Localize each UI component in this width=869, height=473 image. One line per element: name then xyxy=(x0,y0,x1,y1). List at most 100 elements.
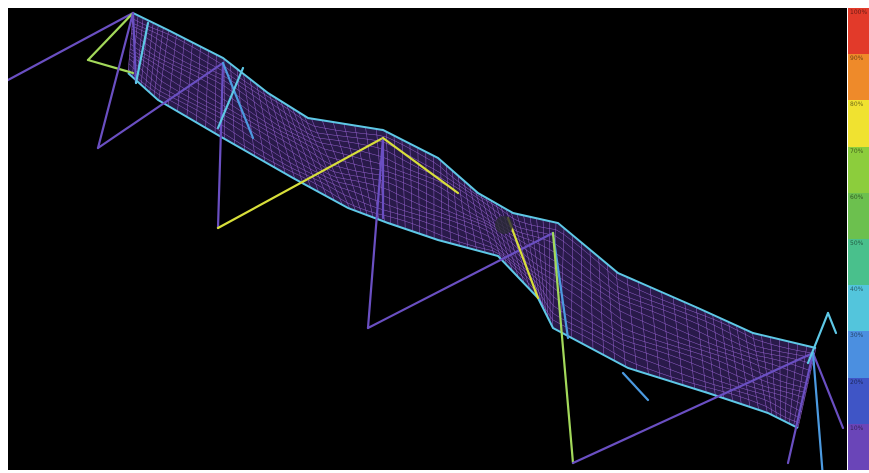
support-strut xyxy=(216,61,225,230)
mesh-line xyxy=(684,302,695,389)
mesh-line xyxy=(132,18,815,354)
mesh-line xyxy=(728,321,742,405)
mesh-line xyxy=(793,345,808,426)
mesh-line xyxy=(128,63,801,419)
mesh-line xyxy=(485,197,508,266)
mesh-line xyxy=(626,276,638,371)
mesh-line xyxy=(571,235,573,338)
legend-label: 50% xyxy=(850,240,864,247)
support-strut xyxy=(571,351,815,465)
mesh-line xyxy=(354,125,374,218)
support-strut xyxy=(131,11,138,85)
mesh-line xyxy=(661,292,672,382)
mesh-wireframe xyxy=(127,12,817,429)
mesh-line xyxy=(343,123,368,216)
mesh-line xyxy=(469,185,486,253)
mesh-line xyxy=(205,50,209,128)
legend-label: 40% xyxy=(850,286,864,294)
mesh-line xyxy=(451,170,460,246)
support-strut xyxy=(134,21,150,85)
3d-viewport[interactable] xyxy=(8,8,847,470)
mesh-line xyxy=(249,78,266,163)
mesh-line xyxy=(286,104,319,193)
mesh-line xyxy=(712,314,725,399)
legend-label: 20% xyxy=(850,378,864,386)
mesh-line xyxy=(440,160,443,242)
support-strut xyxy=(96,61,225,150)
mesh-line xyxy=(230,63,235,145)
support-strut xyxy=(811,351,845,430)
legend-label: 70% xyxy=(850,147,864,155)
mesh-line xyxy=(490,200,513,272)
mesh-line xyxy=(589,249,594,350)
legend-label: 100% xyxy=(850,9,868,16)
mesh-line xyxy=(720,318,733,402)
mesh-line xyxy=(607,264,615,361)
support-strut xyxy=(811,351,824,470)
mesh-line xyxy=(385,131,392,224)
mesh-line xyxy=(158,30,169,101)
mesh-line xyxy=(523,215,542,306)
mesh-line xyxy=(130,43,808,389)
mesh-line xyxy=(446,165,451,244)
mesh-line xyxy=(269,93,296,180)
support-strut xyxy=(506,216,540,300)
mesh-line xyxy=(256,84,276,168)
legend-swatch xyxy=(848,377,869,425)
mesh-line xyxy=(529,216,544,310)
support-strut xyxy=(826,311,838,335)
mesh-line xyxy=(186,42,193,117)
mesh-line xyxy=(542,219,549,319)
mesh-line xyxy=(145,22,154,89)
color-legend: 100% 90% 80% 70% 60% 50% 40% 30% 20% 10% xyxy=(848,8,869,471)
legend-label: 80% xyxy=(850,101,864,109)
mesh-line xyxy=(638,281,649,375)
mesh-line xyxy=(401,139,406,229)
mesh-line xyxy=(177,38,185,112)
mesh-line xyxy=(129,54,804,405)
mesh-line xyxy=(131,32,810,379)
mesh-line xyxy=(736,325,751,408)
mesh-edge-bottom xyxy=(127,72,799,429)
mesh-line xyxy=(365,127,379,220)
legend-swatch xyxy=(848,331,869,379)
mesh-line xyxy=(223,58,225,139)
mesh-line xyxy=(131,25,813,365)
legend-label: 90% xyxy=(850,55,864,63)
mesh-edge-top xyxy=(132,12,817,349)
mesh-line xyxy=(480,194,502,260)
support-strut xyxy=(216,66,245,130)
mesh-line xyxy=(129,51,805,399)
mesh-line xyxy=(130,38,809,384)
legend-swatch xyxy=(848,192,869,240)
legend-swatch xyxy=(848,423,869,471)
support-strut xyxy=(86,58,135,75)
mesh-line xyxy=(292,108,327,197)
mesh-line xyxy=(649,286,661,379)
mesh-scene[interactable] xyxy=(8,8,847,470)
mesh-line xyxy=(280,100,311,188)
legend-label: 10% xyxy=(850,424,864,432)
legend-swatch xyxy=(848,100,869,148)
mesh-line xyxy=(167,34,177,106)
mesh-line xyxy=(274,97,304,184)
mesh-line xyxy=(149,25,159,93)
mesh-line xyxy=(495,203,519,278)
support-strut xyxy=(366,231,555,330)
support-strut xyxy=(621,371,650,402)
mesh-line xyxy=(321,120,356,211)
support-strut xyxy=(96,11,135,150)
node-marker xyxy=(495,216,513,234)
support-strut xyxy=(86,11,135,62)
support-strut xyxy=(216,136,385,230)
mesh-line xyxy=(132,22,814,359)
mesh-line xyxy=(129,48,806,393)
legend-swatch xyxy=(848,8,869,55)
legend-label: 60% xyxy=(850,193,864,201)
legend-label: 30% xyxy=(850,332,864,340)
mesh-line xyxy=(311,118,351,209)
legend-swatch xyxy=(848,285,869,332)
support-strut xyxy=(8,11,135,82)
mesh-line xyxy=(196,46,201,123)
